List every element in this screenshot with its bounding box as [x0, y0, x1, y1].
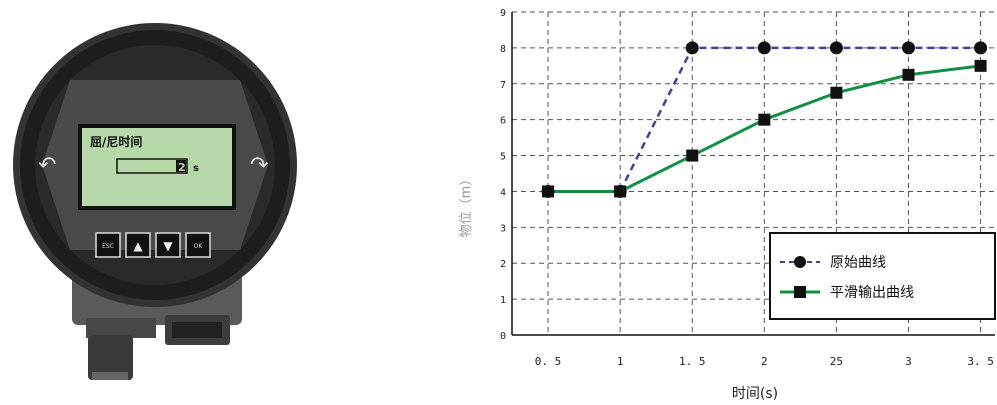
- y-tick-label: 0: [500, 331, 506, 342]
- y-tick-label: 5: [500, 152, 506, 163]
- lcd-screen: [82, 128, 232, 206]
- lcd-value: 2: [178, 161, 186, 174]
- lcd-value-box: [116, 158, 188, 174]
- data-point-smooth: [902, 68, 915, 81]
- data-point-smooth: [830, 86, 843, 99]
- lcd-unit: s: [193, 163, 199, 174]
- y-tick-label: 4: [500, 187, 506, 198]
- y-tick-label: 6: [500, 116, 506, 127]
- series: [541, 41, 988, 198]
- housing-collar: [86, 318, 156, 338]
- x-tick-label: 0. 5: [535, 355, 562, 368]
- y-tick-label: 1: [500, 295, 506, 306]
- down-key-label: ▼: [163, 239, 173, 253]
- connector-slot: [172, 322, 222, 338]
- x-tick-label: 1. 5: [679, 355, 706, 368]
- cable-gland-tip: [92, 372, 128, 380]
- x-tick-label: 3. 5: [967, 355, 994, 368]
- legend-label-raw: 原始曲线: [830, 255, 886, 271]
- lcd-cursor: [176, 160, 186, 172]
- down-key[interactable]: [155, 232, 181, 258]
- legend-marker-smooth: [794, 286, 806, 298]
- data-point-smooth: [974, 59, 987, 72]
- esc-key-label: ESC: [102, 243, 114, 250]
- data-point-smooth: [542, 185, 555, 198]
- y-tick-label: 7: [500, 80, 506, 91]
- rotate-left-icon: ↶: [38, 153, 56, 178]
- data-point-raw: [829, 41, 843, 55]
- x-tick-label: 2: [761, 355, 768, 368]
- data-point-smooth: [614, 185, 627, 198]
- data-point-raw: [974, 41, 988, 55]
- y-tick-label: 3: [500, 223, 506, 234]
- lcd-title: 屈/尼时间: [90, 134, 142, 149]
- x-tick-label: 25: [830, 355, 843, 368]
- legend-label-smooth: 平滑输出曲线: [830, 284, 914, 301]
- ok-key-label: OK: [194, 243, 204, 250]
- data-point-raw: [757, 41, 771, 55]
- x-axis-label: 时间(s): [732, 386, 778, 402]
- y-tick-label: 9: [500, 8, 506, 19]
- data-point-raw: [901, 41, 915, 55]
- cable-gland: [88, 335, 133, 380]
- keypad: ESC ▲ ▼ OK: [95, 232, 211, 258]
- y-axis-label: 物位（m）: [459, 173, 474, 238]
- x-tick-label: 3: [905, 355, 912, 368]
- y-tick-label: 2: [500, 259, 506, 270]
- legend-marker-raw: [794, 256, 806, 268]
- up-key-label: ▲: [133, 239, 143, 253]
- axes: 0 1 2 3 4 5 6 7 8 9 0. 5 1 1. 5 2 25 3 3. 5: [500, 8, 995, 368]
- legend-box: [769, 232, 996, 320]
- legend: 原始曲线 平滑输出曲线: [769, 232, 996, 320]
- esc-key[interactable]: [95, 232, 121, 258]
- rotate-right-icon: ↷: [250, 153, 268, 178]
- data-point-smooth: [686, 149, 699, 162]
- x-tick-label: 1: [617, 355, 624, 368]
- up-key[interactable]: [125, 232, 151, 258]
- data-point-raw: [685, 41, 699, 55]
- ok-key[interactable]: [185, 232, 211, 258]
- level-meter-device: ↶ ↷ 屈/尼时间 2 s ESC ▲ ▼ OK: [13, 23, 297, 380]
- y-tick-label: 8: [500, 44, 506, 55]
- data-point-smooth: [758, 113, 771, 126]
